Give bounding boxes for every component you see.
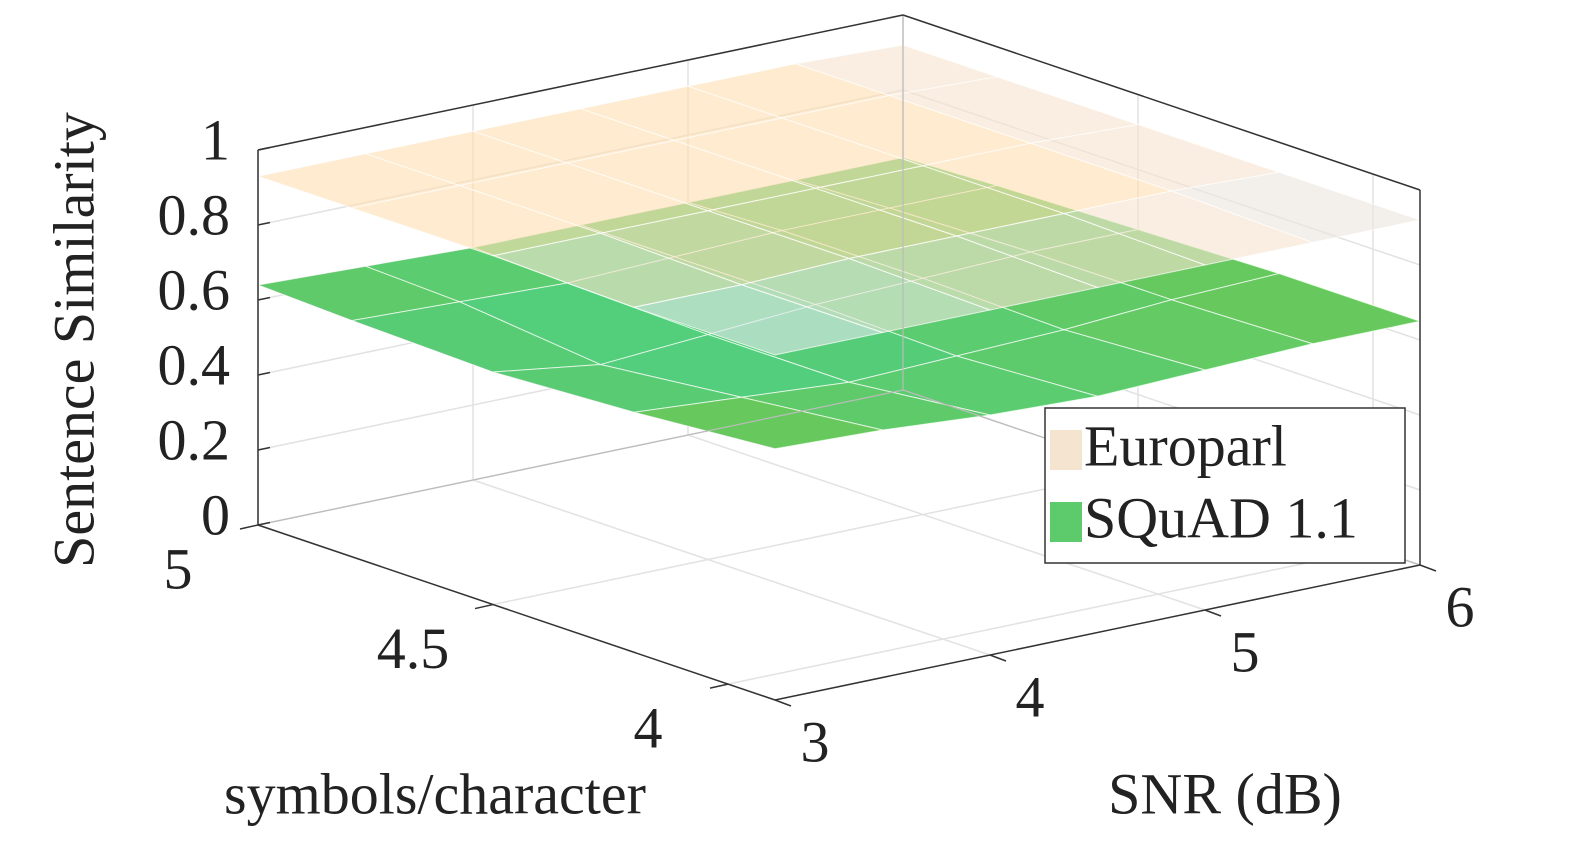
axis-line — [257, 524, 776, 701]
grid-line — [727, 548, 1374, 685]
x-tick-label: 5 — [164, 536, 193, 601]
legend-box — [1044, 407, 1406, 564]
z-tick-label: 0.8 — [158, 182, 231, 247]
x-tick — [709, 683, 729, 689]
surface-patch — [632, 284, 885, 356]
x-axis-label: symbols/character — [224, 761, 646, 826]
y-tick — [1204, 609, 1222, 617]
axis-line — [774, 564, 1421, 701]
y-tick — [989, 654, 1007, 662]
x-tick-label: 4 — [634, 695, 663, 760]
grid-line — [472, 479, 991, 656]
y-tick — [1419, 564, 1437, 572]
legend-label: Europarl — [1084, 413, 1287, 478]
x-tick — [474, 603, 494, 610]
y-tick — [774, 699, 792, 707]
legend-swatch — [1050, 502, 1082, 542]
axis-line — [902, 14, 1421, 191]
grid-line — [687, 434, 1206, 611]
z-tick — [257, 296, 271, 301]
x-tick — [239, 524, 259, 530]
legend: Europarl SQuAD 1.1 — [1044, 407, 1406, 564]
grid-line — [492, 468, 1139, 606]
surfaces — [256, 44, 1422, 450]
z-tick — [257, 221, 271, 226]
z-tick-label: 0.6 — [158, 257, 231, 322]
y-tick-label: 6 — [1446, 574, 1475, 639]
z-axis-label: Sentence Similarity — [41, 112, 106, 568]
z-tick — [257, 521, 271, 526]
z-tick — [257, 446, 271, 451]
z-tick-label: 0.4 — [158, 332, 231, 397]
y-axis-label: SNR (dB) — [1108, 761, 1342, 826]
z-tick — [257, 371, 271, 376]
z-tick-label: 0 — [201, 482, 230, 547]
surface-patch — [633, 396, 883, 450]
z-tick-label: 0.2 — [158, 407, 231, 472]
legend-label: SQuAD 1.1 — [1084, 485, 1358, 550]
axes: 0 0.2 0.4 0.6 0.8 1 4 4.5 5 3 4 5 6 — [158, 14, 1475, 774]
axis-line — [257, 14, 904, 151]
z-tick — [257, 146, 271, 151]
z-tick-label: 1 — [201, 107, 230, 172]
legend-swatch — [1050, 430, 1082, 470]
y-tick-label: 5 — [1231, 619, 1260, 684]
y-tick-label: 4 — [1016, 664, 1045, 729]
y-tick-label: 3 — [801, 709, 830, 774]
box-edge — [257, 389, 904, 526]
x-tick-label: 4.5 — [377, 616, 450, 681]
